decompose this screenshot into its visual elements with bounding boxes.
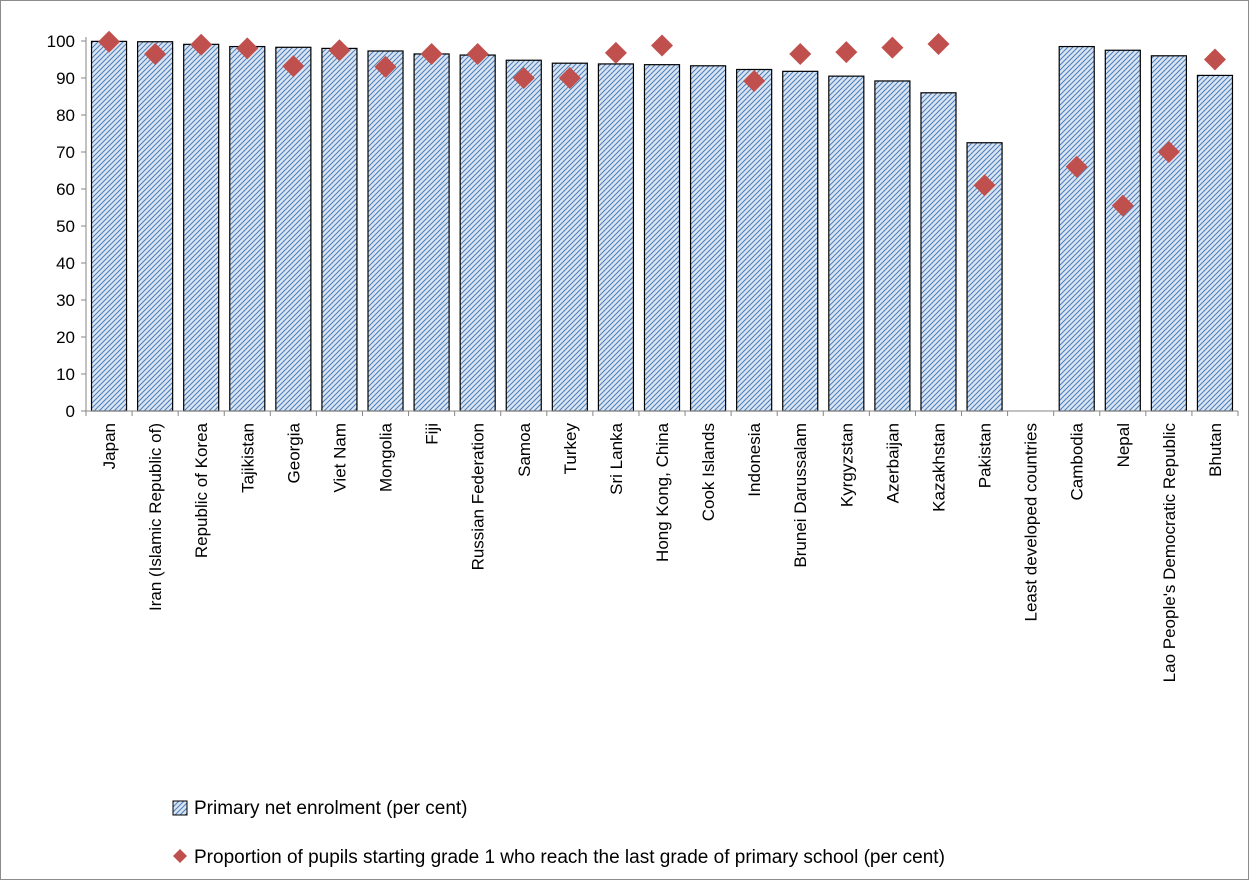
diamond-marker: [1111, 194, 1134, 217]
category-label: Fiji: [423, 423, 442, 445]
diamond-marker: [558, 67, 581, 89]
bar: [874, 80, 911, 412]
bar: [920, 92, 957, 412]
diamond-marker: [604, 41, 627, 64]
bar: [90, 40, 128, 412]
bar: [782, 70, 819, 412]
category-label: Sri Lanka: [607, 422, 626, 494]
diamond-marker: [789, 42, 812, 65]
category-label: Kyrgyzstan: [837, 423, 856, 507]
bar: [1058, 45, 1095, 412]
bar: [689, 65, 727, 412]
y-tick-label: 60: [56, 180, 75, 199]
diamond-marker: [144, 42, 167, 65]
y-tick-label: 10: [56, 365, 75, 384]
y-tick-label: 90: [56, 69, 75, 88]
diamond-marker: [98, 30, 121, 53]
category-label: Iran (Islamic Republic of): [146, 423, 165, 611]
category-label: Mongolia: [377, 422, 396, 492]
category-label: Bhutan: [1206, 423, 1225, 477]
category-label: Tajikistan: [238, 423, 257, 493]
diamond-marker: [236, 37, 259, 60]
bar: [459, 54, 496, 412]
y-tick-label: 30: [56, 291, 75, 310]
category-label: Azerbaijan: [883, 423, 902, 503]
bar: [183, 43, 220, 412]
legend-swatch-bar: [172, 800, 188, 816]
diamond-marker: [282, 55, 305, 78]
category-label: Republic of Korea: [192, 422, 211, 558]
category-label: Nepal: [1114, 423, 1133, 467]
bar: [505, 59, 542, 412]
bar: [413, 53, 450, 412]
diamond-marker: [1157, 141, 1180, 163]
bar: [367, 50, 404, 412]
category-label: Least developed countries: [1022, 423, 1041, 621]
legend-label-proportion: Proportion of pupils starting grade 1 wh…: [194, 847, 945, 868]
bar: [643, 64, 681, 412]
y-tick-label: 70: [56, 143, 75, 162]
diamond-marker: [835, 41, 858, 64]
category-label: Samoa: [515, 422, 534, 476]
y-tick-label: 0: [66, 402, 75, 421]
bar: [1196, 74, 1234, 412]
diamond-marker: [743, 69, 766, 92]
diamond-marker: [512, 67, 535, 89]
diamond-marker: [973, 174, 996, 197]
category-label: Lao People's Democratic Republic: [1160, 423, 1179, 683]
bar: [597, 63, 635, 412]
bar: [1104, 49, 1141, 412]
y-tick-label: 100: [47, 32, 75, 51]
category-label: Japan: [100, 423, 119, 469]
bar: [828, 75, 865, 412]
category-label: Viet Nam: [330, 423, 349, 493]
y-tick-label: 80: [56, 106, 75, 125]
category-label: Cambodia: [1068, 422, 1087, 500]
category-label: Turkey: [561, 423, 580, 475]
category-label: Kazakhstan: [929, 423, 948, 512]
bar: [229, 45, 266, 412]
category-label: Hong Kong, China: [653, 422, 672, 561]
legend-label-enrolment: Primary net enrolment (per cent): [194, 798, 468, 819]
diamond-marker: [881, 36, 904, 59]
category-label: Russian Federation: [469, 423, 488, 570]
bar: [551, 62, 588, 412]
diamond-marker: [190, 33, 213, 56]
diamond-marker: [1203, 48, 1226, 71]
diamond-marker: [420, 42, 443, 65]
diamond-marker: [927, 32, 950, 55]
legend: Primary net enrolment (per cent) Proporti…: [172, 798, 945, 868]
bar: [736, 68, 773, 412]
diamond-marker: [1065, 155, 1088, 178]
diamond-marker: [328, 39, 351, 62]
diamond-marker: [466, 42, 489, 65]
y-tick-label: 40: [56, 254, 75, 273]
y-tick-label: 20: [56, 328, 75, 347]
bar: [275, 46, 312, 412]
category-label: Cook Islands: [699, 423, 718, 521]
category-label: Georgia: [284, 422, 303, 483]
category-label: Pakistan: [976, 423, 995, 488]
bar: [137, 41, 174, 412]
y-tick-label: 50: [56, 217, 75, 236]
bar: [321, 47, 358, 412]
category-label: Indonesia: [745, 422, 764, 496]
bar: [1150, 55, 1187, 412]
category-label: Brunei Darussalam: [791, 423, 810, 568]
diamond-marker: [651, 34, 673, 57]
legend-swatch-diamond: [173, 849, 187, 863]
diamond-marker: [374, 55, 397, 78]
